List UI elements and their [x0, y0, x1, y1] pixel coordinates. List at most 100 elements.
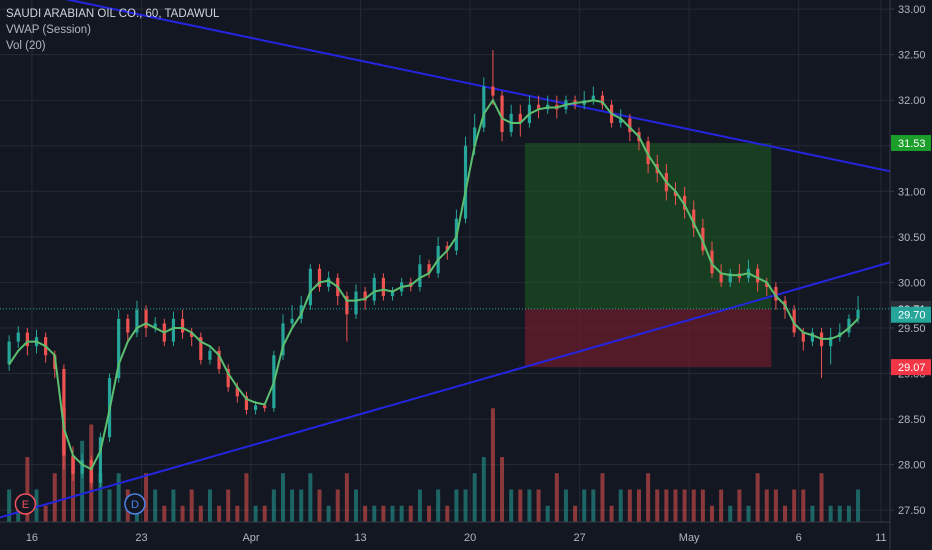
volume-bar — [34, 489, 39, 522]
candle-body — [290, 318, 294, 324]
candle-body — [217, 350, 221, 369]
volume-bar — [746, 505, 751, 522]
candle-body — [308, 268, 312, 306]
volume-bar — [52, 473, 57, 522]
candle-body — [463, 145, 468, 219]
volume-bar — [481, 457, 486, 522]
volume-bar — [7, 489, 12, 522]
candle-body — [317, 268, 322, 287]
candle-body — [427, 264, 431, 274]
volume-bar — [98, 473, 103, 522]
volume-bar — [773, 489, 778, 522]
legend-volume[interactable]: Vol (20) — [6, 40, 46, 52]
volume-bar — [363, 505, 368, 522]
candle-body — [765, 282, 769, 287]
volume-bar — [253, 505, 258, 522]
candle-body — [482, 86, 486, 128]
volume-bar — [317, 489, 322, 522]
volume-bar — [563, 489, 568, 522]
volume-bar — [646, 473, 651, 522]
candle-body — [692, 209, 696, 228]
volume-bar — [71, 457, 76, 522]
stop-zone — [524, 308, 772, 368]
legend-symbol[interactable]: SAUDI ARABIAN OIL CO., 60, TADAWUL — [6, 8, 220, 20]
volume-bar — [792, 489, 797, 522]
candle-body — [208, 350, 212, 360]
time-tick-label: 16 — [26, 532, 38, 544]
candle-body — [345, 296, 349, 315]
volume-bar — [573, 505, 578, 522]
candle-body — [473, 127, 477, 146]
volume-bar — [436, 489, 441, 522]
volume-bar — [627, 489, 632, 522]
candle-body — [71, 455, 75, 474]
candle-body — [683, 195, 687, 210]
volume-bar — [618, 489, 623, 522]
volume-bar — [518, 489, 523, 522]
chart-legend: SAUDI ARABIAN OIL CO., 60, TADAWUL VWAP … — [6, 6, 219, 54]
volume-bar — [308, 473, 313, 522]
volume-bar — [271, 489, 276, 522]
event-marker-label: E — [22, 499, 29, 511]
time-tick-label: May — [679, 532, 700, 544]
candle-body — [180, 318, 185, 333]
trendline — [64, 0, 891, 173]
candle-body — [701, 227, 705, 251]
volume-bar — [846, 505, 851, 522]
candle-body — [89, 460, 93, 483]
candle-body — [728, 273, 732, 283]
price-tick-label: 31.00 — [898, 186, 926, 198]
price-tag-stop: 29.07 — [891, 359, 931, 376]
volume-bar — [554, 473, 559, 522]
candle-body — [847, 318, 851, 333]
volume-bar — [408, 505, 413, 522]
volume-bar — [417, 489, 422, 522]
price-tick-label: 28.50 — [898, 414, 926, 426]
volume-bar — [609, 505, 614, 522]
volume-bar — [527, 489, 532, 522]
event-marker-circle — [14, 493, 37, 515]
candle-body — [235, 387, 239, 397]
candle-body — [126, 318, 130, 333]
candle-body — [62, 368, 66, 456]
candle-body — [117, 318, 121, 379]
time-tick-label: 20 — [464, 532, 476, 544]
candle-body — [98, 437, 103, 483]
volume-bar — [591, 489, 596, 522]
event-marker[interactable]: D — [124, 493, 146, 515]
candle-body — [263, 405, 267, 409]
event-marker[interactable]: E — [14, 493, 37, 515]
legend-vwap[interactable]: VWAP (Session) — [6, 24, 91, 36]
price-tag-label: 29.70 — [898, 310, 926, 322]
volume-bar — [801, 489, 806, 522]
candle-body — [619, 118, 623, 123]
time-tick-label: 11 — [875, 532, 886, 544]
volume-bar — [381, 505, 386, 522]
volume-bar — [107, 489, 112, 522]
volume-bar — [344, 473, 349, 522]
volume-bar — [180, 505, 185, 522]
volume-bar — [655, 489, 660, 522]
candle-body — [646, 141, 650, 164]
volume-bar — [207, 489, 212, 522]
volume-bar — [582, 489, 587, 522]
price-tag-label: 29.07 — [898, 362, 926, 374]
candle-body — [144, 309, 148, 328]
volume-bar — [710, 505, 714, 522]
price-tag-bg — [891, 359, 931, 376]
candle-body — [372, 277, 376, 301]
volume-bar — [545, 505, 550, 522]
volume-bar — [43, 505, 48, 522]
volume-bar — [700, 489, 705, 522]
candle-body — [226, 368, 230, 388]
price-tick-label: 33.00 — [898, 4, 926, 16]
candle-body — [199, 337, 203, 360]
volume-bar — [856, 489, 861, 522]
price-tick-label: 30.50 — [898, 232, 926, 244]
volume-bar — [399, 505, 404, 522]
volume-bar — [217, 505, 222, 522]
candle-body — [500, 95, 504, 133]
volume-bar — [226, 489, 231, 522]
price-tick-label: 29.50 — [898, 323, 926, 335]
